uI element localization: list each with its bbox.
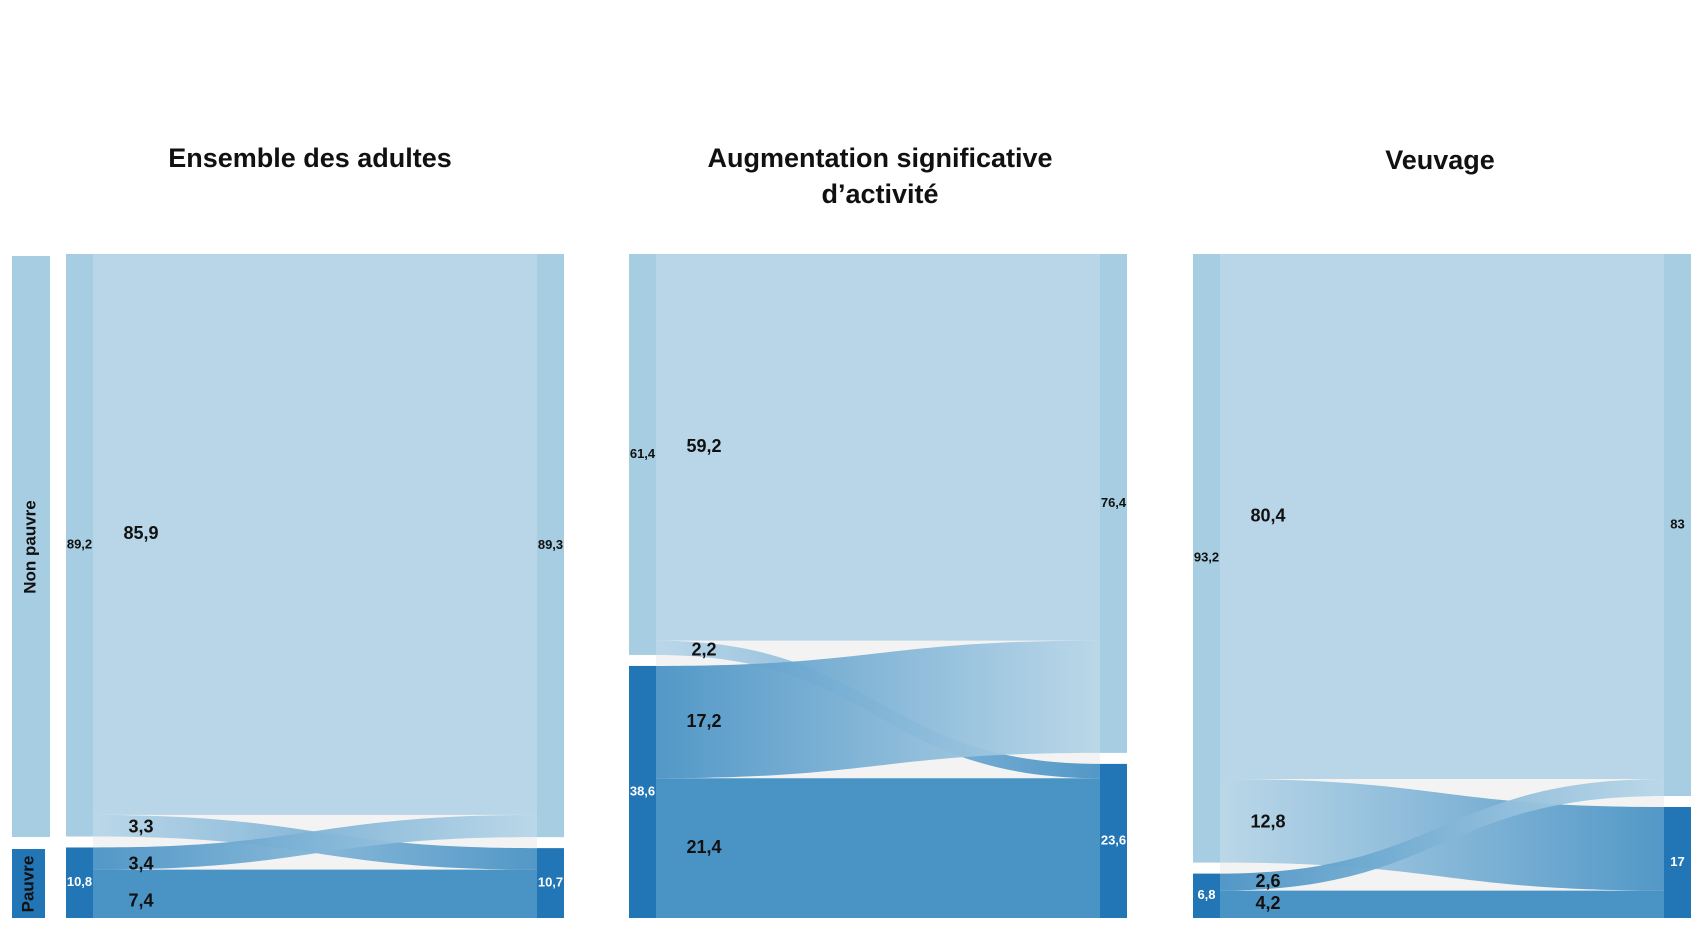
side-label-non-pauvre: Non pauvre: [20, 500, 39, 594]
flow-label-p-np: 17,2: [686, 711, 721, 731]
flow-p-np: [93, 814, 537, 870]
node-right-pauvre: [1100, 763, 1127, 918]
side-label-pauvre: Pauvre: [18, 856, 37, 913]
node-label-left-non-pauvre: 61,4: [630, 446, 656, 461]
flow-np-np: [656, 254, 1100, 641]
flow-p-np: [656, 640, 1100, 779]
node-right-non-pauvre: [1100, 254, 1127, 753]
node-label-left-pauvre: 6,8: [1197, 887, 1215, 902]
flow-label-np-p: 2,2: [691, 639, 716, 659]
flow-p-p: [1220, 890, 1664, 918]
node-right-non-pauvre: [537, 254, 564, 838]
side-bar-pauvre: [12, 849, 45, 918]
flow-np-np: [1220, 254, 1664, 780]
node-label-left-non-pauvre: 93,2: [1194, 550, 1219, 565]
node-label-right-non-pauvre: 76,4: [1101, 495, 1127, 510]
node-left-non-pauvre: [1193, 254, 1220, 863]
sankey-panel-2: 93,2 6,8 83 17 80,4 12,8 2,64,2: [1193, 254, 1691, 918]
node-label-right-pauvre: 10,7: [538, 875, 563, 890]
flow-np-np: [93, 254, 537, 815]
panel-title-ensemble: Ensemble des adultes: [60, 140, 560, 176]
title-line: Ensemble des adultes: [168, 143, 452, 173]
node-label-right-pauvre: 17: [1670, 854, 1684, 869]
flow-label-np-p: 12,8: [1250, 812, 1285, 832]
side-bar-non-pauvre: [12, 256, 50, 837]
flow-label-np-np: 59,2: [686, 436, 721, 456]
node-right-non-pauvre: [1664, 254, 1691, 796]
node-left-non-pauvre: [629, 254, 656, 655]
node-left-pauvre: [1193, 873, 1220, 918]
node-left-pauvre: [629, 665, 656, 918]
flow-p-np: [1220, 779, 1664, 891]
flow-label-p-np: 2,6: [1255, 871, 1280, 891]
flow-label-p-np: 3,4: [128, 853, 153, 873]
node-label-left-pauvre: 10,8: [67, 874, 92, 889]
node-label-right-non-pauvre: 83: [1670, 516, 1684, 531]
node-label-right-non-pauvre: 89,3: [538, 537, 563, 552]
node-label-left-pauvre: 38,6: [630, 783, 655, 798]
flow-label-p-p: 7,4: [128, 891, 153, 911]
flow-p-p: [656, 778, 1100, 918]
node-left-non-pauvre: [66, 254, 93, 837]
node-label-right-pauvre: 23,6: [1101, 832, 1126, 847]
flow-p-p: [93, 869, 537, 918]
title-line: d’activité: [821, 179, 939, 209]
flow-label-np-np: 85,9: [123, 523, 158, 543]
sankey-panel-1: 61,4 38,6 76,4 23,6 59,2 2,2 17,2 21,4: [629, 254, 1127, 918]
flow-label-p-p: 4,2: [1255, 893, 1280, 913]
node-label-left-non-pauvre: 89,2: [67, 537, 92, 552]
title-line: Veuvage: [1385, 145, 1495, 175]
flow-label-np-np: 80,4: [1250, 505, 1285, 525]
flow-label-np-p: 3,3: [128, 816, 153, 836]
node-left-pauvre: [66, 847, 93, 918]
panel-title-augmentation: Augmentation significative d’activité: [630, 140, 1130, 212]
title-line: Augmentation significative: [707, 143, 1053, 173]
node-right-pauvre: [1664, 806, 1691, 918]
panel-title-veuvage: Veuvage: [1190, 142, 1690, 178]
flow-label-p-p: 21,4: [686, 837, 721, 857]
sankey-panel-0: 89,2 10,8 89,3 10,7 85,9 3,3 3,4 7,4: [66, 254, 564, 918]
node-right-pauvre: [537, 848, 564, 918]
